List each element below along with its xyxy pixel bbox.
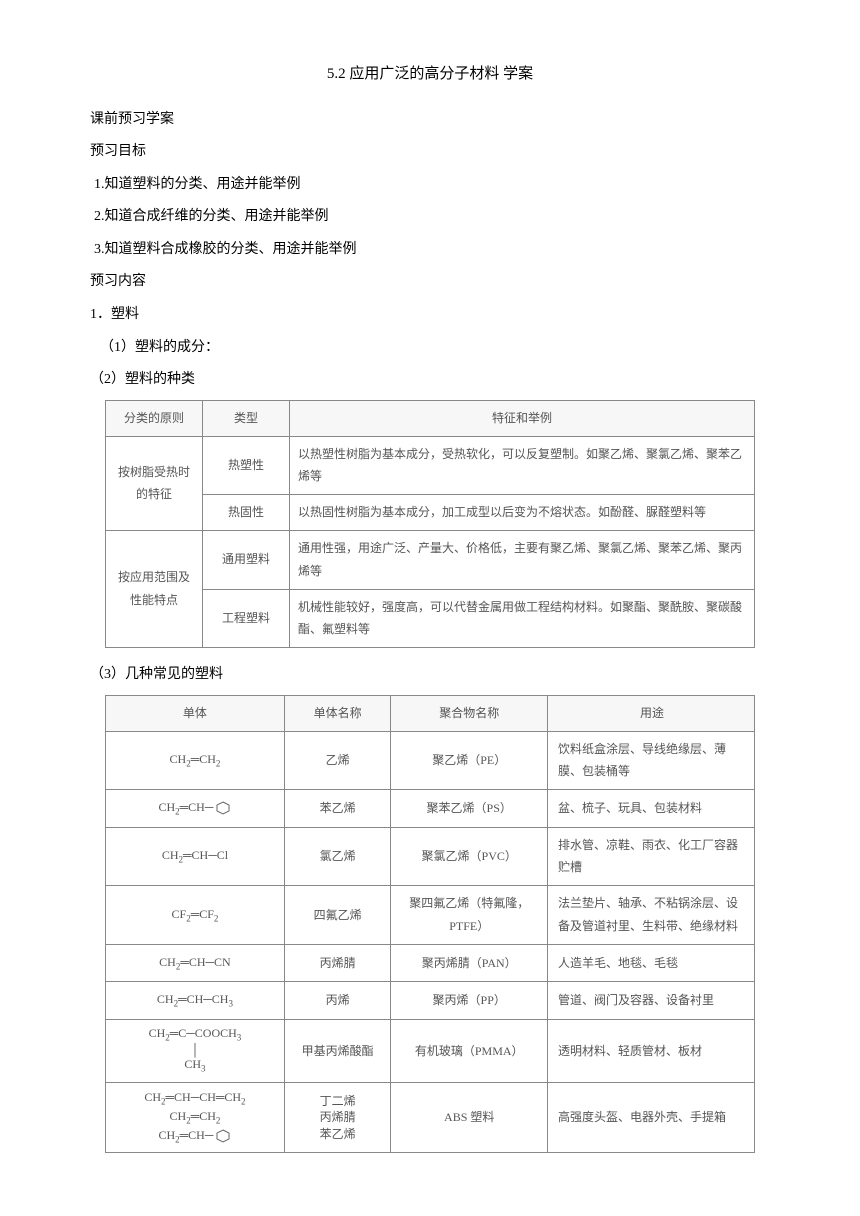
monomer-formula: CH2═CH─Cl [106, 827, 285, 886]
table-cell: 通用塑料 [203, 531, 290, 590]
table-cell: 以热固性树脂为基本成分，加工成型以后变为不熔状态。如酚醛、脲醛塑料等 [290, 495, 755, 531]
table-cell: 聚四氟乙烯（特氟隆，PTFE） [391, 886, 547, 945]
table-cell: 透明材料、轻质管材、板材 [547, 1019, 754, 1082]
table-row: CH2═CH─Cl 氯乙烯 聚氯乙烯（PVC） 排水管、凉鞋、雨衣、化工厂容器贮… [106, 827, 755, 886]
table-row: CH2═C─COOCH3│CH3 甲基丙烯酸酯 有机玻璃（PMMA） 透明材料、… [106, 1019, 755, 1082]
table-header: 分类的原则 [106, 400, 203, 436]
table-cell: 热固性 [203, 495, 290, 531]
table-header: 特征和举例 [290, 400, 755, 436]
table-row: 按树脂受热时的特征 热塑性 以热塑性树脂为基本成分，受热软化，可以反复塑制。如聚… [106, 436, 755, 495]
table-cell: 管道、阀门及容器、设备衬里 [547, 982, 754, 1019]
table-row: 工程塑料 机械性能较好，强度高，可以代替金属用做工程结构材料。如聚酯、聚酰胺、聚… [106, 589, 755, 648]
section-heading: 课前预习学案 [90, 107, 770, 134]
table-cell: 氯乙烯 [284, 827, 391, 886]
table-header: 单体 [106, 695, 285, 731]
table-cell: 按树脂受热时的特征 [106, 436, 203, 530]
table-row: CH2═CH─CH3 丙烯 聚丙烯（PP） 管道、阀门及容器、设备衬里 [106, 982, 755, 1019]
goal-item: 3.知道塑料合成橡胶的分类、用途并能举例 [90, 237, 770, 264]
list-item: （2）塑料的种类 [90, 367, 770, 394]
list-item: （1）塑料的成分： [90, 335, 770, 362]
table-cell: 工程塑料 [203, 589, 290, 648]
table-cell: 高强度头盔、电器外壳、手提箱 [547, 1083, 754, 1153]
goal-item: 1.知道塑料的分类、用途并能举例 [90, 172, 770, 199]
benzene-ring-icon [215, 801, 231, 815]
table-row: 热固性 以热固性树脂为基本成分，加工成型以后变为不熔状态。如酚醛、脲醛塑料等 [106, 495, 755, 531]
section-heading: 预习内容 [90, 269, 770, 296]
table-row: CH2═CH─CH═CH2 CH2═CH2 CH2═CH─ 丁二烯丙烯腈苯乙烯 … [106, 1083, 755, 1153]
table-cell: 通用性强，用途广泛、产量大、价格低，主要有聚乙烯、聚氯乙烯、聚苯乙烯、聚丙烯等 [290, 531, 755, 590]
table-cell: 热塑性 [203, 436, 290, 495]
table-header: 单体名称 [284, 695, 391, 731]
table-cell: 排水管、凉鞋、雨衣、化工厂容器贮槽 [547, 827, 754, 886]
common-plastics-table: 单体 单体名称 聚合物名称 用途 CH2═CH2 乙烯 聚乙烯（PE） 饮料纸盒… [105, 695, 755, 1153]
list-item: （3）几种常见的塑料 [90, 662, 770, 689]
monomer-formula: CH2═C─COOCH3│CH3 [106, 1019, 285, 1082]
table-cell: 法兰垫片、轴承、不粘锅涂层、设备及管道衬里、生料带、绝缘材料 [547, 886, 754, 945]
table-row: CF2═CF2 四氟乙烯 聚四氟乙烯（特氟隆，PTFE） 法兰垫片、轴承、不粘锅… [106, 886, 755, 945]
table-cell: 聚苯乙烯（PS） [391, 790, 547, 827]
table-cell: 丙烯腈 [284, 944, 391, 981]
table-cell: 盆、梳子、玩具、包装材料 [547, 790, 754, 827]
table-cell: 机械性能较好，强度高，可以代替金属用做工程结构材料。如聚酯、聚酰胺、聚碳酸酯、氟… [290, 589, 755, 648]
table-header: 类型 [203, 400, 290, 436]
table-cell: 甲基丙烯酸酯 [284, 1019, 391, 1082]
monomer-formula: CH2═CH─CN [106, 944, 285, 981]
monomer-formula: CH2═CH─CH3 [106, 982, 285, 1019]
table-cell: 按应用范围及性能特点 [106, 531, 203, 648]
monomer-formula: CF2═CF2 [106, 886, 285, 945]
table-header: 用途 [547, 695, 754, 731]
table-cell: ABS 塑料 [391, 1083, 547, 1153]
list-item: 1．塑料 [90, 302, 770, 329]
table-row: CH2═CH2 乙烯 聚乙烯（PE） 饮料纸盒涂层、导线绝缘层、薄膜、包装桶等 [106, 731, 755, 790]
table-cell: 乙烯 [284, 731, 391, 790]
table-header: 聚合物名称 [391, 695, 547, 731]
table-row: 按应用范围及性能特点 通用塑料 通用性强，用途广泛、产量大、价格低，主要有聚乙烯… [106, 531, 755, 590]
table-cell: 人造羊毛、地毯、毛毯 [547, 944, 754, 981]
goal-item: 2.知道合成纤维的分类、用途并能举例 [90, 204, 770, 231]
table-cell: 丁二烯丙烯腈苯乙烯 [284, 1083, 391, 1153]
table-row: CH2═CH─CN 丙烯腈 聚丙烯腈（PAN） 人造羊毛、地毯、毛毯 [106, 944, 755, 981]
table-cell: 四氟乙烯 [284, 886, 391, 945]
monomer-formula: CH2═CH─ [106, 790, 285, 827]
table-cell: 饮料纸盒涂层、导线绝缘层、薄膜、包装桶等 [547, 731, 754, 790]
table-cell: 有机玻璃（PMMA） [391, 1019, 547, 1082]
table-cell: 以热塑性树脂为基本成分，受热软化，可以反复塑制。如聚乙烯、聚氯乙烯、聚苯乙烯等 [290, 436, 755, 495]
monomer-formula: CH2═CH─CH═CH2 CH2═CH2 CH2═CH─ [106, 1083, 285, 1153]
table-cell: 聚乙烯（PE） [391, 731, 547, 790]
table-cell: 聚丙烯（PP） [391, 982, 547, 1019]
section-heading: 预习目标 [90, 139, 770, 166]
table-cell: 聚丙烯腈（PAN） [391, 944, 547, 981]
page-title: 5.2 应用广泛的高分子材料 学案 [90, 60, 770, 89]
table-cell: 苯乙烯 [284, 790, 391, 827]
table-cell: 聚氯乙烯（PVC） [391, 827, 547, 886]
monomer-formula: CH2═CH2 [106, 731, 285, 790]
benzene-ring-icon [215, 1129, 231, 1143]
plastics-type-table: 分类的原则 类型 特征和举例 按树脂受热时的特征 热塑性 以热塑性树脂为基本成分… [105, 400, 755, 648]
table-row: CH2═CH─ 苯乙烯 聚苯乙烯（PS） 盆、梳子、玩具、包装材料 [106, 790, 755, 827]
table-cell: 丙烯 [284, 982, 391, 1019]
